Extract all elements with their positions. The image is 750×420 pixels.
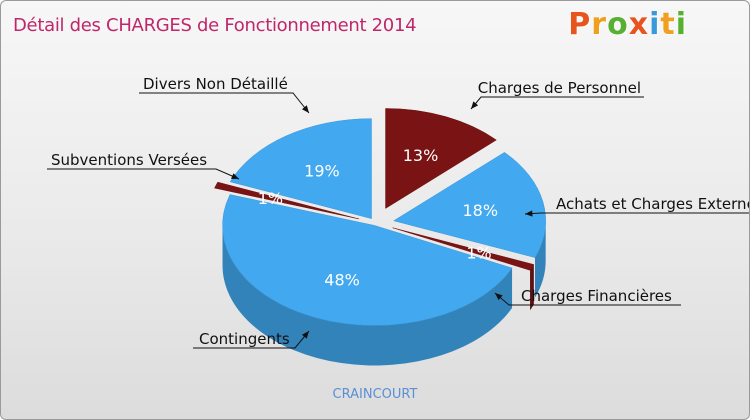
slice-category-label: Charges Financières — [521, 287, 672, 305]
slice-percent-label: 13% — [403, 146, 439, 165]
leader-line — [47, 168, 240, 180]
logo-letter: P — [568, 7, 592, 42]
slice-category-label: Subventions Versées — [51, 151, 207, 169]
pie-slice — [392, 227, 535, 271]
chart-subtitle: CRAINCOURT — [332, 387, 418, 402]
pie-slice — [393, 152, 546, 258]
logo-letter: i — [649, 7, 661, 42]
slice-category-label: Charges de Personnel — [478, 79, 641, 97]
slice-category-label: Divers Non Détaillé — [143, 75, 288, 93]
logo-letter: t — [660, 7, 676, 42]
pie-slice-side — [222, 225, 513, 366]
proxiti-logo: Proxiti — [568, 7, 687, 42]
leader-arrowhead — [525, 210, 533, 217]
slice-category-label: Contingents — [199, 330, 290, 348]
slice-percent-label: 1% — [258, 189, 283, 208]
leader-arrowhead — [471, 101, 479, 109]
leader-line — [470, 96, 644, 110]
slice-percent-label: 18% — [462, 201, 498, 220]
logo-letter: o — [607, 7, 629, 42]
pie-slice — [214, 181, 360, 220]
pie-slice — [385, 108, 497, 209]
leader-arrowhead — [495, 293, 503, 301]
leader-arrowhead — [231, 173, 239, 179]
pie-slice-side — [530, 264, 534, 311]
leader-line — [139, 92, 310, 114]
logo-letter: i — [675, 7, 687, 42]
pie-slice — [222, 194, 513, 326]
pie-slice — [229, 118, 372, 219]
leader-arrowhead — [301, 331, 309, 339]
slice-percent-label: 48% — [324, 270, 360, 289]
slice-percent-label: 19% — [304, 162, 340, 181]
logo-letter: x — [628, 7, 650, 42]
leader-line — [524, 212, 749, 215]
logo-letter: r — [591, 7, 608, 42]
chart-title: Détail des CHARGES de Fonctionnement 201… — [13, 15, 417, 36]
slice-category-label: Achats et Charges Externes — [556, 195, 750, 213]
slice-percent-label: 1% — [466, 243, 491, 262]
leader-arrowhead — [301, 105, 309, 113]
